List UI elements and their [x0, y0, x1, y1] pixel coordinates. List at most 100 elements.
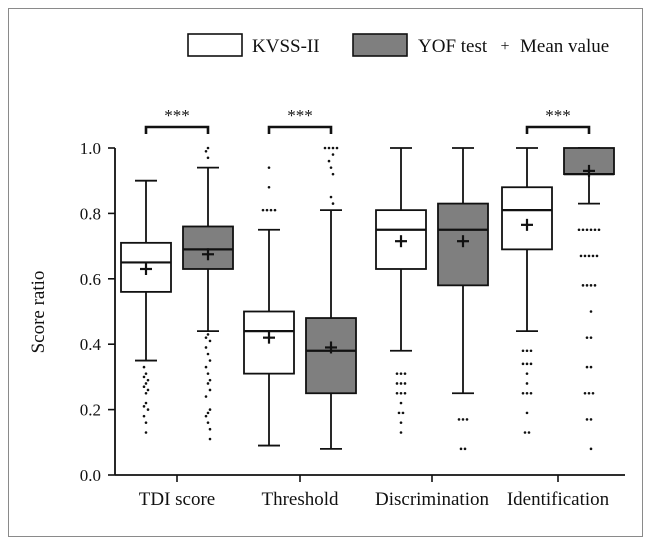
- outlier-point: [206, 382, 210, 385]
- y-tick-label: 1.0: [80, 139, 101, 158]
- outlier-point: [329, 166, 333, 169]
- outlier-point: [331, 153, 335, 156]
- outlier-point: [144, 421, 148, 424]
- outlier-point: [399, 382, 403, 385]
- outlier-point: [206, 372, 210, 375]
- box-kvss: [120, 179, 172, 434]
- outlier-point: [399, 401, 403, 405]
- outlier-point: [144, 382, 148, 385]
- box-iqr: [182, 225, 234, 270]
- outlier-point: [525, 411, 529, 415]
- outlier-point: [395, 382, 399, 385]
- outlier-point: [331, 172, 335, 176]
- outlier-point: [397, 411, 401, 415]
- outlier-point: [331, 146, 335, 150]
- outlier-point: [589, 284, 593, 287]
- outlier-point: [581, 228, 585, 232]
- box-iqr: [305, 317, 357, 395]
- outlier-point: [399, 372, 403, 375]
- outlier-point: [327, 159, 331, 163]
- outlier-point: [525, 391, 529, 395]
- outlier-point: [591, 254, 595, 258]
- outlier-point: [585, 336, 589, 339]
- outlier-point: [265, 208, 269, 212]
- legend-swatch-kvss: [187, 33, 243, 57]
- outlier-point: [589, 365, 593, 369]
- legend-label-mean: Mean value: [520, 36, 609, 57]
- outlier-point: [395, 391, 399, 395]
- outlier-point: [399, 421, 403, 424]
- outlier-point: [208, 378, 212, 382]
- box-yof: [563, 147, 615, 451]
- significance-bracket: [144, 125, 210, 134]
- outlier-point: [583, 391, 587, 395]
- outlier-point: [585, 284, 589, 287]
- x-ticks: TDI score Threshold Discrimination Identifi…: [139, 475, 610, 510]
- outlier-point: [208, 388, 212, 392]
- outlier-point: [597, 228, 601, 232]
- y-tick-label: 0.8: [80, 204, 101, 223]
- legend-label-kvss: KVSS-II: [252, 36, 320, 57]
- outlier-point: [461, 418, 465, 421]
- outlier-point: [327, 146, 331, 150]
- outlier-point: [395, 372, 399, 375]
- outlier-point: [587, 254, 591, 258]
- outlier-point: [585, 418, 589, 421]
- outlier-point: [585, 228, 589, 232]
- significance-label: ***: [287, 106, 313, 125]
- outlier-point: [593, 228, 597, 232]
- outlier-point: [142, 405, 146, 408]
- outlier-point: [579, 254, 583, 258]
- outlier-point: [525, 382, 529, 385]
- outlier-point: [206, 146, 210, 150]
- outlier-point: [146, 408, 150, 411]
- outlier-point: [589, 228, 593, 232]
- box-kvss: [501, 147, 553, 434]
- outlier-point: [589, 418, 593, 421]
- box-kvss: [375, 147, 427, 434]
- outlier-point: [267, 185, 271, 189]
- outlier-point: [591, 391, 595, 395]
- box-yof: [437, 147, 489, 451]
- outlier-point: [589, 447, 593, 451]
- outlier-point: [204, 346, 208, 349]
- outlier-point: [525, 372, 529, 375]
- legend: KVSS-II YOF test + Mean value: [187, 33, 609, 57]
- outlier-point: [142, 375, 146, 379]
- outlier-point: [208, 339, 212, 343]
- outlier-point: [146, 388, 150, 392]
- outlier-point: [206, 411, 210, 415]
- outlier-point: [208, 427, 212, 431]
- significance-bracket: [267, 125, 333, 134]
- outlier-point: [273, 208, 277, 212]
- outlier-point: [208, 359, 212, 362]
- outlier-point: [146, 378, 150, 382]
- outlier-point: [142, 414, 146, 418]
- significance-label: ***: [545, 106, 571, 125]
- outlier-point: [323, 146, 327, 150]
- outlier-point: [269, 208, 273, 212]
- outlier-point: [208, 437, 212, 441]
- outlier-point: [206, 421, 210, 424]
- boxes: [120, 146, 615, 451]
- outlier-point: [142, 365, 146, 369]
- outlier-point: [403, 391, 407, 395]
- outlier-point: [525, 349, 529, 353]
- outlier-point: [581, 284, 585, 287]
- outlier-point: [523, 431, 527, 434]
- outlier-point: [583, 254, 587, 258]
- outlier-point: [267, 166, 271, 169]
- y-tick-label: 0.6: [80, 270, 101, 289]
- box-yof: [305, 146, 357, 450]
- outlier-point: [521, 349, 525, 353]
- legend-mean-symbol: +: [500, 38, 509, 55]
- outlier-point: [595, 254, 599, 258]
- box-yof: [182, 146, 234, 441]
- outlier-point: [204, 336, 208, 339]
- outlier-point: [577, 228, 581, 232]
- outlier-point: [261, 208, 265, 212]
- y-tick-label: 0.4: [80, 335, 102, 354]
- outlier-point: [144, 431, 148, 434]
- outlier-point: [204, 395, 208, 398]
